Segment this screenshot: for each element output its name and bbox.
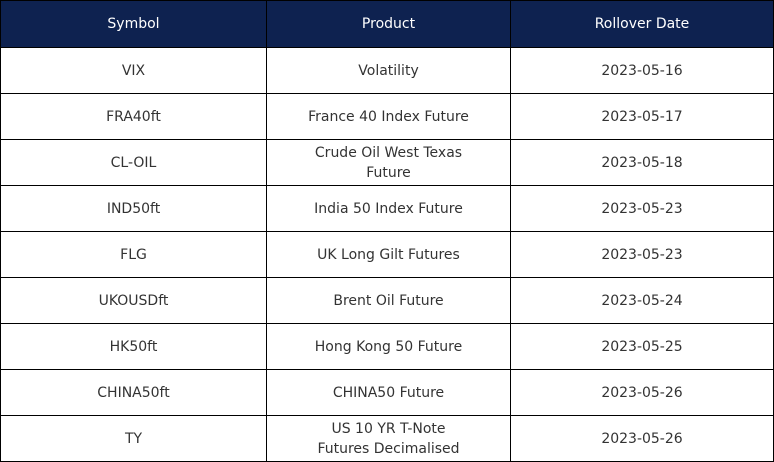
table-row: VIX Volatility 2023-05-16 [0, 47, 774, 94]
table-cell: 2023-05-18 [510, 139, 774, 186]
table-cell: IND50ft [0, 185, 267, 232]
table-cell: 2023-05-17 [510, 93, 774, 140]
table-cell: CHINA50ft [0, 369, 267, 416]
table-cell: Volatility [266, 47, 511, 94]
header-row: Symbol Product Rollover Date [0, 0, 774, 48]
table-cell: CL-OIL [0, 139, 267, 186]
table-cell: 2023-05-23 [510, 185, 774, 232]
table-row: FRA40ft France 40 Index Future 2023-05-17 [0, 93, 774, 140]
column-header: Product [266, 0, 511, 48]
table-cell: US 10 YR T-Note Futures Decimalised [266, 415, 511, 462]
table-cell: TY [0, 415, 267, 462]
table-cell: 2023-05-25 [510, 323, 774, 370]
table-cell: Brent Oil Future [266, 277, 511, 324]
column-header: Rollover Date [510, 0, 774, 48]
table-cell: UK Long Gilt Futures [266, 231, 511, 278]
table-row: CHINA50ft CHINA50 Future 2023-05-26 [0, 369, 774, 416]
table-row: FLG UK Long Gilt Futures 2023-05-23 [0, 231, 774, 278]
table-cell: CHINA50 Future [266, 369, 511, 416]
table-row: TY US 10 YR T-Note Futures Decimalised 202… [0, 415, 774, 462]
table-cell: India 50 Index Future [266, 185, 511, 232]
table-cell: 2023-05-26 [510, 415, 774, 462]
table-body: VIX Volatility 2023-05-16 FRA40ft France 40 … [0, 47, 774, 462]
table-row: CL-OIL Crude Oil West Texas Future 2023-05… [0, 139, 774, 186]
table-cell: Crude Oil West Texas Future [266, 139, 511, 186]
table-row: IND50ft India 50 Index Future 2023-05-23 [0, 185, 774, 232]
table-cell: VIX [0, 47, 267, 94]
table-cell: 2023-05-16 [510, 47, 774, 94]
table-cell: HK50ft [0, 323, 267, 370]
table-row: UKOUSDft Brent Oil Future 2023-05-24 [0, 277, 774, 324]
table-cell: 2023-05-26 [510, 369, 774, 416]
table-row: HK50ft Hong Kong 50 Future 2023-05-25 [0, 323, 774, 370]
table-cell: 2023-05-24 [510, 277, 774, 324]
table-cell: FLG [0, 231, 267, 278]
column-header: Symbol [0, 0, 267, 48]
table-cell: Hong Kong 50 Future [266, 323, 511, 370]
table-cell: 2023-05-23 [510, 231, 774, 278]
table-cell: France 40 Index Future [266, 93, 511, 140]
table-header: Symbol Product Rollover Date [0, 0, 774, 48]
table-cell: FRA40ft [0, 93, 267, 140]
table-cell: UKOUSDft [0, 277, 267, 324]
